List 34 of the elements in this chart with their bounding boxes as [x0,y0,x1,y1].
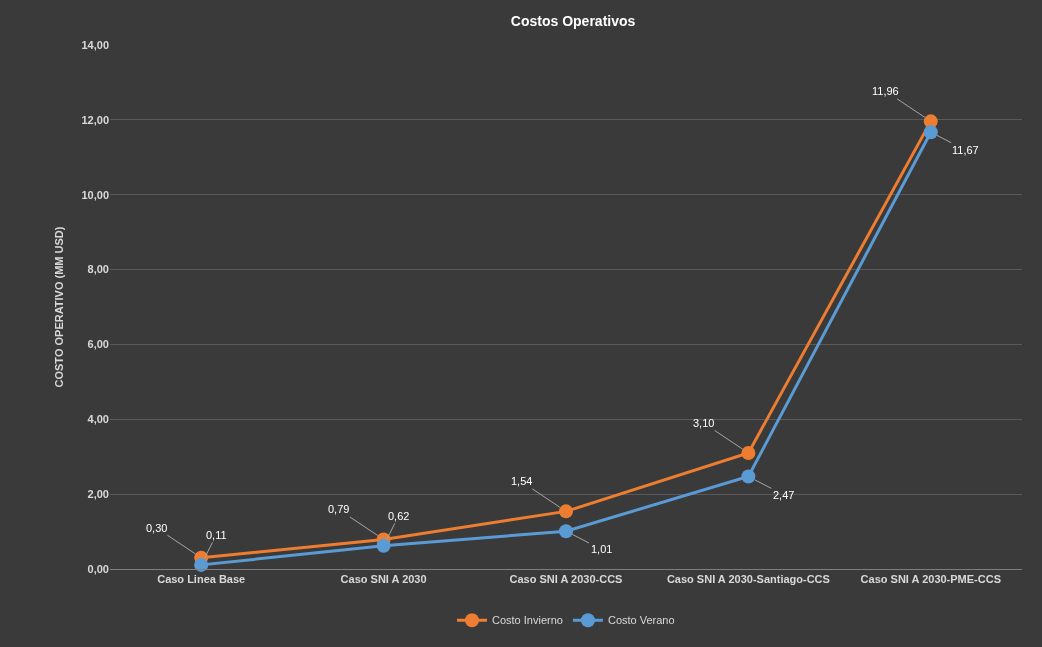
y-tick-label: 4,00 [87,413,109,426]
point [741,445,756,460]
data-label: 3,10 [693,417,715,429]
point [559,524,573,539]
point [559,504,573,519]
legend-label: Costo Invierno [492,614,563,627]
x-tick-label: Caso SNI A 2030-CCS [509,573,623,586]
point [741,469,756,484]
data-label: 0,11 [206,529,227,541]
data-label: 1,54 [511,475,533,487]
y-tick-label: 14,00 [81,38,109,51]
y-tick-label: 10,00 [81,188,109,201]
data-label: 11,96 [872,85,899,97]
data-label: 0,62 [388,510,410,522]
y-tick-label: 0,00 [87,562,109,575]
x-tick-label: Caso SNI A 2030-Santiago-CCS [666,573,830,586]
x-tick-label: Caso SNI A 2030-PME-CCS [860,573,1001,586]
y-tick-label: 8,00 [87,263,109,276]
y-tick-label: 12,00 [81,113,109,126]
chart-title: Costos Operativos [510,12,636,29]
data-label: 2,47 [773,489,795,501]
y-tick-label: 2,00 [87,487,109,500]
point [376,538,391,553]
data-label: 1,01 [591,543,613,555]
point [923,125,938,140]
y-tick-label: 6,00 [87,338,109,351]
data-label: 0,30 [146,522,168,534]
data-label: 0,79 [328,503,350,515]
x-tick-label: Caso Linea Base [157,573,246,586]
x-tick-label: Caso SNI A 2030 [340,573,427,586]
data-label: 11,67 [952,144,979,156]
point [194,557,209,572]
y-axis-title: COSTO OPERATIVO (MM USD) [53,226,66,388]
legend-label: Costo Verano [607,614,675,627]
